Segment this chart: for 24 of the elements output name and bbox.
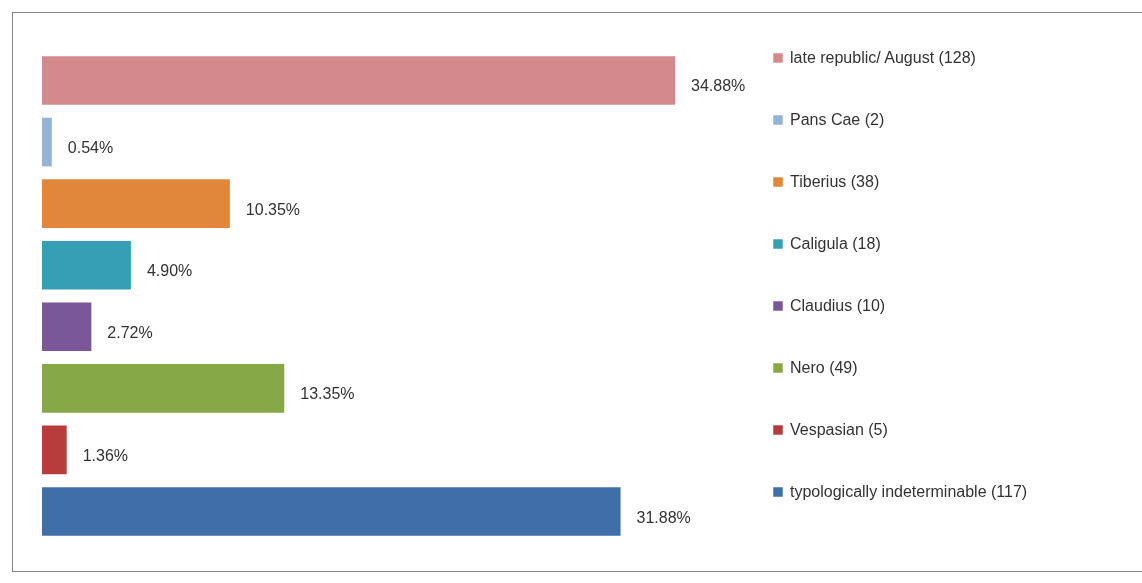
y-tick-label: Pans Cae (2)	[790, 111, 885, 128]
y-tick-label: Vespasian (5)	[790, 421, 888, 438]
data-label: 13.35%	[300, 385, 355, 403]
data-label: 34.88%	[691, 77, 746, 95]
data-label: 0.54%	[67, 139, 114, 157]
y-tick-label: Caligula (18)	[790, 235, 881, 252]
bar	[42, 425, 67, 475]
data-label: 4.90%	[146, 262, 193, 280]
bar	[42, 364, 285, 413]
bar	[42, 302, 92, 352]
data-label: 1.36%	[82, 446, 129, 464]
y-tick-label: late republic/ August (128)	[790, 49, 976, 66]
data-label: 10.35%	[245, 200, 301, 218]
bar	[42, 240, 131, 290]
y-tick-label: Nero (49)	[790, 359, 858, 376]
data-label: 31.88%	[636, 508, 691, 526]
y-tick-label: Claudius (10)	[790, 297, 886, 314]
y-tick-label: typologically indeterminable (117)	[790, 483, 1028, 500]
data-label: 2.72%	[107, 323, 153, 341]
bar	[42, 56, 675, 105]
bar	[42, 117, 52, 167]
y-tick-label: Tiberius (38)	[790, 173, 880, 190]
bar	[42, 487, 621, 536]
bar	[42, 179, 230, 228]
